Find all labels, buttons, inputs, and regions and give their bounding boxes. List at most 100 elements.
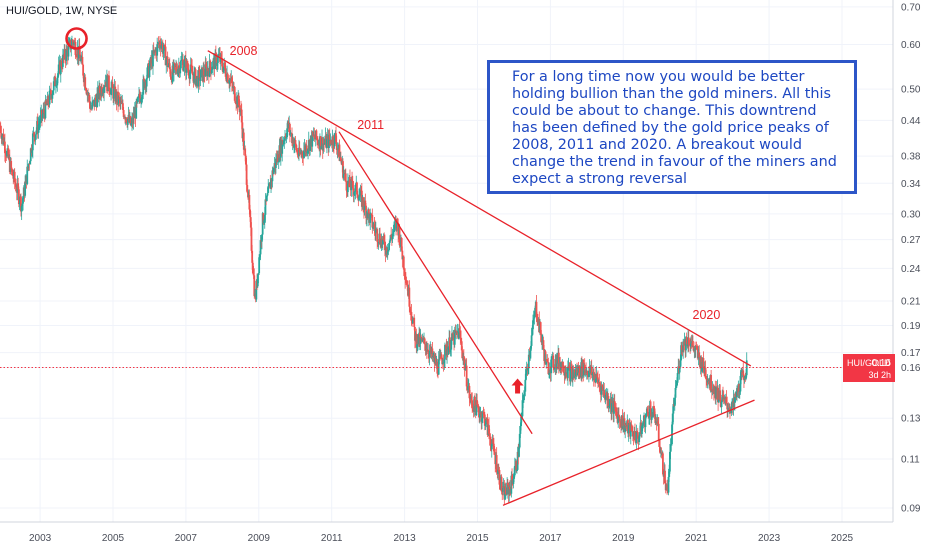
candle-body bbox=[247, 192, 249, 198]
candle-body bbox=[206, 68, 209, 77]
candle-body bbox=[444, 344, 446, 360]
candle-body bbox=[512, 478, 515, 484]
candle-body bbox=[395, 218, 398, 229]
candle-body bbox=[562, 361, 564, 372]
candle-body bbox=[615, 407, 618, 412]
candle-body bbox=[17, 189, 20, 205]
candle-body bbox=[692, 345, 695, 351]
candle-body bbox=[85, 88, 87, 91]
candle-body bbox=[376, 229, 379, 242]
candle-body bbox=[424, 344, 427, 351]
candle-body bbox=[156, 44, 159, 56]
candle-body bbox=[533, 316, 536, 319]
candle-body bbox=[39, 115, 42, 123]
candle-body bbox=[20, 196, 22, 212]
x-tick-label: 2009 bbox=[248, 533, 271, 544]
candle-body bbox=[391, 233, 394, 239]
candle-body bbox=[217, 55, 219, 63]
candle-body bbox=[365, 205, 367, 219]
candle-body bbox=[120, 101, 123, 104]
axes: 2003 2005 2007 2009 2011 2013 2015 2017 2019 2021… bbox=[0, 0, 921, 544]
candle-body bbox=[197, 69, 200, 87]
candle-body bbox=[636, 432, 639, 439]
candle-body bbox=[483, 413, 485, 415]
candle-body bbox=[328, 134, 331, 141]
candle-body bbox=[488, 425, 490, 434]
candle-body bbox=[685, 337, 688, 344]
y-tick-label: 0.60 bbox=[901, 40, 921, 51]
y-tick-label: 0.30 bbox=[901, 209, 921, 220]
candle-body bbox=[401, 250, 404, 260]
candle-body bbox=[590, 366, 593, 376]
candle-body bbox=[497, 469, 499, 474]
candle-body bbox=[248, 194, 251, 210]
trendline-downtrend-2011 bbox=[338, 131, 533, 435]
candle-body bbox=[132, 114, 135, 124]
candle-body bbox=[0, 126, 2, 134]
candle-body bbox=[367, 209, 370, 214]
candle-body bbox=[386, 247, 388, 254]
candle-body bbox=[101, 87, 103, 95]
candle-body bbox=[207, 68, 210, 72]
candle-body bbox=[717, 387, 720, 403]
candle-body bbox=[142, 79, 145, 95]
candle-body bbox=[261, 234, 263, 242]
candle-body bbox=[720, 401, 723, 408]
candle-body bbox=[733, 397, 736, 403]
candle-body bbox=[137, 96, 140, 98]
candle-body bbox=[263, 214, 266, 221]
candle-body bbox=[212, 60, 214, 69]
candle-body bbox=[344, 173, 347, 182]
candle-body bbox=[56, 77, 59, 86]
candle-body bbox=[180, 59, 183, 61]
candle-body bbox=[75, 54, 78, 57]
candle-body bbox=[506, 482, 509, 495]
candle-body bbox=[653, 408, 656, 417]
candle-body bbox=[226, 73, 229, 83]
candle-body bbox=[320, 146, 323, 150]
candle-body bbox=[163, 45, 166, 47]
candle-body bbox=[346, 180, 349, 193]
y-tick-label: 0.11 bbox=[901, 455, 920, 466]
candle-body bbox=[698, 352, 701, 358]
candle-body bbox=[546, 361, 549, 363]
x-tick-label: 2005 bbox=[102, 533, 125, 544]
candle-body bbox=[392, 231, 395, 234]
candle-body bbox=[7, 148, 10, 159]
candle-body bbox=[333, 133, 336, 147]
x-tick-label: 2021 bbox=[685, 533, 708, 544]
candle-body bbox=[277, 154, 279, 163]
candle-body bbox=[45, 100, 48, 105]
candle-body bbox=[630, 424, 633, 431]
candle-body bbox=[400, 237, 403, 251]
candle-body bbox=[57, 64, 60, 74]
candle-body bbox=[29, 148, 32, 162]
candle-body bbox=[402, 256, 405, 270]
candle-body bbox=[492, 443, 495, 452]
candle-body bbox=[234, 100, 237, 104]
candle-body bbox=[268, 185, 270, 187]
candle-body bbox=[222, 67, 225, 72]
annotation-box[interactable]: For a long time now you would be better … bbox=[487, 60, 857, 194]
candle-body bbox=[85, 90, 88, 95]
candle-body bbox=[342, 161, 344, 178]
candle-body bbox=[64, 49, 66, 59]
candle-body bbox=[330, 139, 333, 144]
candle-body bbox=[84, 77, 87, 89]
candle-body bbox=[657, 423, 660, 441]
candle-body bbox=[342, 172, 345, 178]
candle-body bbox=[272, 168, 275, 174]
candle-body bbox=[642, 423, 645, 425]
candle-body bbox=[173, 63, 175, 73]
candle-body bbox=[29, 161, 31, 164]
candle-body bbox=[203, 68, 205, 76]
candle-body bbox=[293, 144, 295, 148]
candle-body bbox=[175, 65, 178, 71]
y-tick-label: 0.19 bbox=[901, 321, 921, 332]
candle-body bbox=[37, 124, 40, 133]
candle-body bbox=[646, 408, 649, 412]
candle-body bbox=[118, 97, 121, 100]
candle-body bbox=[743, 377, 746, 381]
candle-body bbox=[349, 176, 351, 188]
candle-body bbox=[702, 358, 705, 368]
